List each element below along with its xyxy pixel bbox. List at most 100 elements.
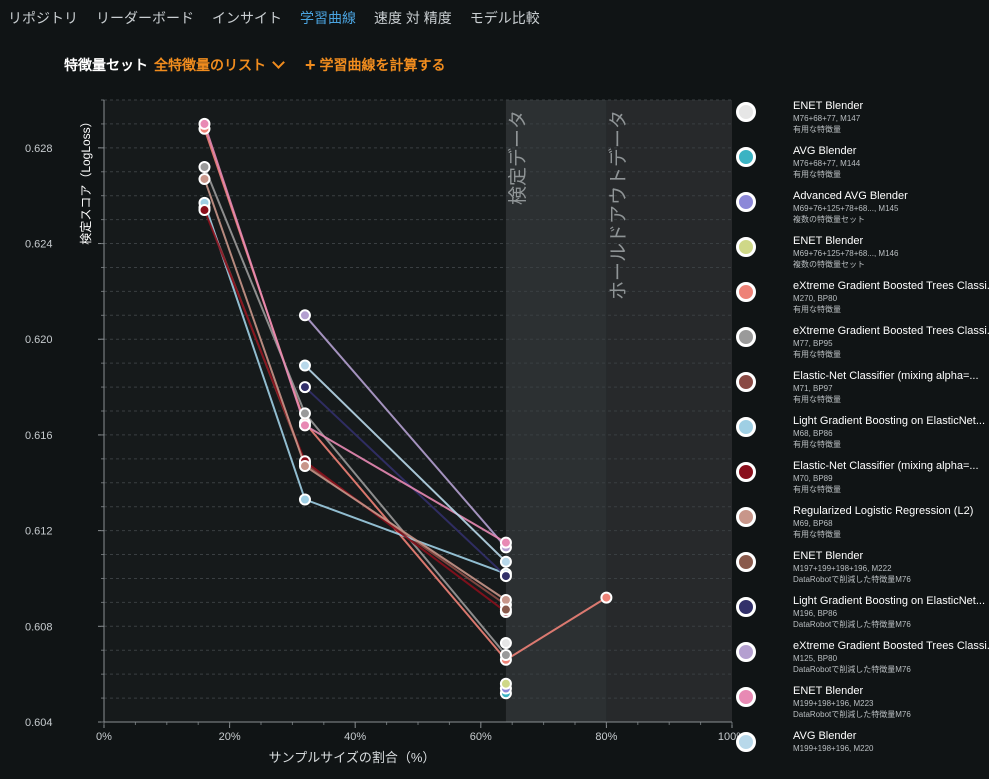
data-point <box>600 591 613 604</box>
legend-series-name: ENET Blender <box>793 100 864 112</box>
y-tick-label: 0.620 <box>25 334 53 346</box>
data-point <box>499 536 512 549</box>
data-point <box>499 649 512 662</box>
x-tick-label: 40% <box>344 731 366 743</box>
tab-leaderboard[interactable]: リーダーボード <box>96 10 194 26</box>
x-tick-label: 60% <box>470 731 492 743</box>
legend-swatch <box>736 282 756 302</box>
data-point <box>499 555 512 568</box>
legend-item[interactable]: Regularized Logistic Regression (L2) M69,… <box>736 502 989 547</box>
legend-item[interactable]: eXtreme Gradient Boosted Trees Classi...… <box>736 277 989 322</box>
legend-item[interactable]: Elastic-Net Classifier (mixing alpha=...… <box>736 367 989 412</box>
region-label: ホールドアウトデータ <box>607 110 629 300</box>
legend-series-name: Elastic-Net Classifier (mixing alpha=... <box>793 370 979 382</box>
tab-insights[interactable]: インサイト <box>212 10 282 26</box>
legend-item[interactable]: ENET Blender M76+68+77, M147 有用な特徴量 <box>736 97 989 142</box>
legend-feature-list: 有用な特徴量 <box>793 395 841 404</box>
legend-model-id: M76+68+77, M144 <box>793 159 861 168</box>
tab-speed-vs-accuracy[interactable]: 速度 対 精度 <box>374 10 452 26</box>
data-point <box>298 419 311 432</box>
legend-item[interactable]: ENET Blender M197+199+198+196, M222 DataRo… <box>736 547 989 592</box>
legend-feature-list: DataRobotで削減した特徴量M76 <box>793 665 911 674</box>
compute-learning-curve-button[interactable]: + 学習曲線を計算する <box>305 55 446 75</box>
legend-series-name: ENET Blender <box>793 550 864 562</box>
legend-item[interactable]: Light Gradient Boosting on ElasticNet...… <box>736 412 989 457</box>
y-tick-label: 0.604 <box>25 717 53 729</box>
data-point <box>198 160 211 173</box>
x-tick-label: 20% <box>219 731 241 743</box>
tab-model-comparison[interactable]: モデル比較 <box>469 10 540 26</box>
legend-series-name: eXtreme Gradient Boosted Trees Classi... <box>793 280 989 292</box>
legend-feature-list: DataRobotで削減した特徴量M76 <box>793 575 911 584</box>
legend-series-name: ENET Blender <box>793 235 864 247</box>
legend-feature-list: DataRobotで削減した特徴量M76 <box>793 754 911 755</box>
x-tick-label: 80% <box>595 731 617 743</box>
y-tick-label: 0.628 <box>25 143 53 155</box>
legend-swatch <box>736 372 756 392</box>
legend-item[interactable]: eXtreme Gradient Boosted Trees Classi...… <box>736 322 989 367</box>
data-point <box>298 359 311 372</box>
legend-series-name: Elastic-Net Classifier (mixing alpha=... <box>793 460 979 472</box>
data-point <box>499 637 512 650</box>
legend-model-id: M270, BP80 <box>793 294 838 303</box>
tab-repository[interactable]: リポジトリ <box>8 10 78 26</box>
data-point <box>198 204 211 217</box>
legend-model-id: M70, BP89 <box>793 474 833 483</box>
chart-toolbar: 特徴量セット 全特徴量のリスト + 学習曲線を計算する <box>64 55 446 75</box>
y-tick-label: 0.624 <box>25 239 53 251</box>
data-point <box>499 603 512 616</box>
legend-feature-list: 有用な特徴量 <box>793 440 841 449</box>
y-tick-label: 0.612 <box>25 526 53 538</box>
tab-learning-curve[interactable]: 学習曲線 <box>300 10 356 26</box>
legend-item[interactable]: ENET Blender M199+198+196, M223 DataRobotで… <box>736 682 989 727</box>
legend-feature-list: DataRobotで削減した特徴量M76 <box>793 620 911 629</box>
legend-item[interactable]: Advanced AVG Blender M69+76+125+78+68...,… <box>736 187 989 232</box>
legend-item[interactable]: AVG Blender M76+68+77, M144 有用な特徴量 <box>736 142 989 187</box>
legend-model-id: M125, BP80 <box>793 654 838 663</box>
legend-model-id: M69, BP68 <box>793 519 833 528</box>
legend-series-name: AVG Blender <box>793 730 857 742</box>
y-tick-label: 0.608 <box>25 621 53 633</box>
legend-swatch <box>736 732 756 752</box>
legend-feature-list: 有用な特徴量 <box>793 305 841 314</box>
legend-item[interactable]: Elastic-Net Classifier (mixing alpha=...… <box>736 457 989 502</box>
legend-feature-list: 有用な特徴量 <box>793 485 841 494</box>
legend-item[interactable]: eXtreme Gradient Boosted Trees Classi...… <box>736 637 989 682</box>
chart-legend: ENET Blender M76+68+77, M147 有用な特徴量 AVG Ble… <box>736 97 989 755</box>
legend-model-id: M77, BP95 <box>793 339 833 348</box>
y-tick-label: 0.616 <box>25 430 53 442</box>
data-point <box>198 117 211 130</box>
legend-swatch <box>736 597 756 617</box>
feature-set-dropdown[interactable]: 全特徴量のリスト <box>154 55 285 75</box>
data-point <box>298 309 311 322</box>
legend-swatch <box>736 642 756 662</box>
legend-series-name: eXtreme Gradient Boosted Trees Classi... <box>793 640 989 652</box>
legend-swatch <box>736 462 756 482</box>
feature-set-label: 特徴量セット <box>64 57 148 73</box>
region-label: 検定データ <box>507 110 529 205</box>
x-tick-label: 0% <box>96 731 112 743</box>
legend-swatch <box>736 327 756 347</box>
series-line-11 <box>304 386 507 577</box>
legend-model-id: M197+199+198+196, M222 <box>793 564 892 573</box>
legend-feature-list: 複数の特徴量セット <box>793 260 865 269</box>
data-point <box>298 493 311 506</box>
data-point <box>499 593 512 606</box>
legend-model-id: M199+198+196, M223 <box>793 699 874 708</box>
legend-series-name: AVG Blender <box>793 145 857 157</box>
legend-model-id: M71, BP97 <box>793 384 833 393</box>
data-point <box>298 460 311 473</box>
legend-series-name: Regularized Logistic Regression (L2) <box>793 505 974 517</box>
legend-item[interactable]: ENET Blender M69+76+125+78+68..., M146 複数の… <box>736 232 989 277</box>
legend-series-name: ENET Blender <box>793 685 864 697</box>
legend-feature-list: 複数の特徴量セット <box>793 215 865 224</box>
legend-item[interactable]: AVG Blender M199+198+196, M220DataRobotで削… <box>736 727 989 755</box>
legend-item[interactable]: Light Gradient Boosting on ElasticNet...… <box>736 592 989 637</box>
data-point <box>499 677 512 690</box>
legend-swatch <box>736 147 756 167</box>
legend-swatch <box>736 237 756 257</box>
data-point <box>298 381 311 394</box>
series-line-14 <box>304 364 507 563</box>
legend-model-id: M68, BP86 <box>793 429 833 438</box>
